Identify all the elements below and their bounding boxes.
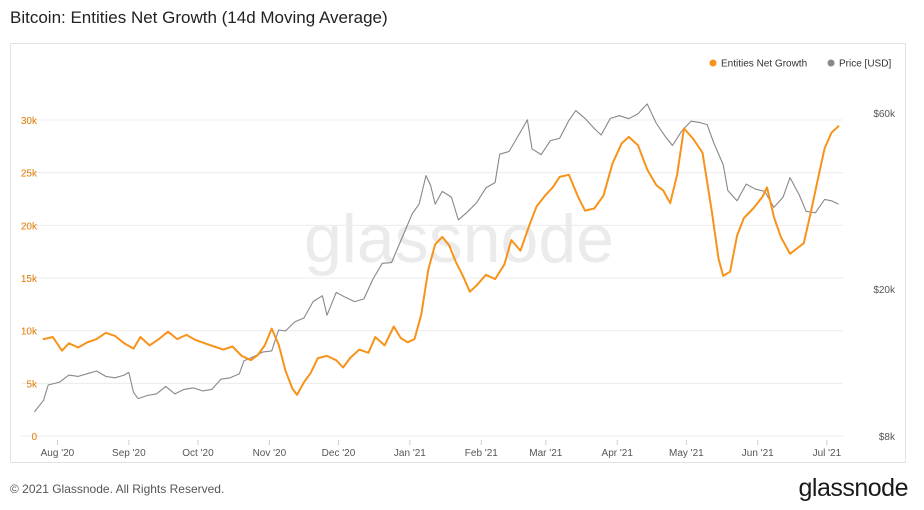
y-right-tick-label: $60k — [873, 109, 896, 120]
watermark-layer: glassnode — [304, 201, 614, 277]
y-left-tick-label: 30k — [21, 116, 38, 127]
x-tick-label: Nov '20 — [253, 448, 287, 459]
chart-panel: glassnode 0 5k 10k 15k 20k 25k 30k $8k $20k $60k… — [10, 43, 906, 463]
x-tick-label: Oct '20 — [182, 448, 214, 459]
legend-label: Price [USD] — [839, 59, 891, 70]
legend-label: Entities Net Growth — [721, 59, 807, 70]
y-left-tick-label: 25k — [21, 169, 38, 180]
x-tick-label: Dec '20 — [322, 448, 356, 459]
series-line-price — [33, 103, 839, 413]
y-left-tick-label: 10k — [21, 327, 38, 338]
x-tick-label: Apr '21 — [602, 448, 634, 459]
y-right-tick-label: $8k — [879, 432, 896, 443]
chart-legend[interactable]: Entities Net Growth Price [USD] — [709, 59, 892, 70]
x-tick-label: May '21 — [669, 448, 704, 459]
y-right-tick-label: $20k — [873, 285, 896, 296]
watermark: glassnode — [304, 201, 614, 277]
series-layer — [33, 103, 840, 413]
legend-marker — [827, 59, 835, 67]
x-tick-label: Aug '20 — [41, 448, 75, 459]
x-axis: Aug '20 Sep '20 Oct '20 Nov '20 Dec '20 Jan '… — [41, 440, 842, 459]
x-tick-label: Jun '21 — [742, 448, 774, 459]
x-tick-label: Sep '20 — [112, 448, 146, 459]
x-tick-label: Jul '21 — [813, 448, 842, 459]
y-left-tick-label: 20k — [21, 221, 38, 232]
y-left-tick-label: 0 — [31, 432, 37, 443]
page-title: Bitcoin: Entities Net Growth (14d Moving… — [10, 8, 388, 27]
grid-layer — [21, 119, 843, 437]
y-left-tick-label: 15k — [21, 274, 38, 285]
copyright-footer: © 2021 Glassnode. All Rights Reserved. — [10, 482, 225, 496]
y-axis-right: $8k $20k $60k — [873, 109, 896, 443]
x-tick-label: Jan '21 — [394, 448, 426, 459]
brand-logo[interactable]: glassnode — [798, 474, 909, 502]
chart-svg: glassnode 0 5k 10k 15k 20k 25k 30k $8k $20k $60k… — [21, 59, 896, 460]
y-axis-left: 0 5k 10k 15k 20k 25k 30k — [21, 116, 38, 443]
series-line-entities-net-growth — [42, 125, 840, 396]
y-left-tick-label: 5k — [26, 379, 38, 390]
legend-marker — [709, 59, 717, 67]
x-tick-label: Feb '21 — [465, 448, 498, 459]
x-tick-label: Mar '21 — [529, 448, 562, 459]
